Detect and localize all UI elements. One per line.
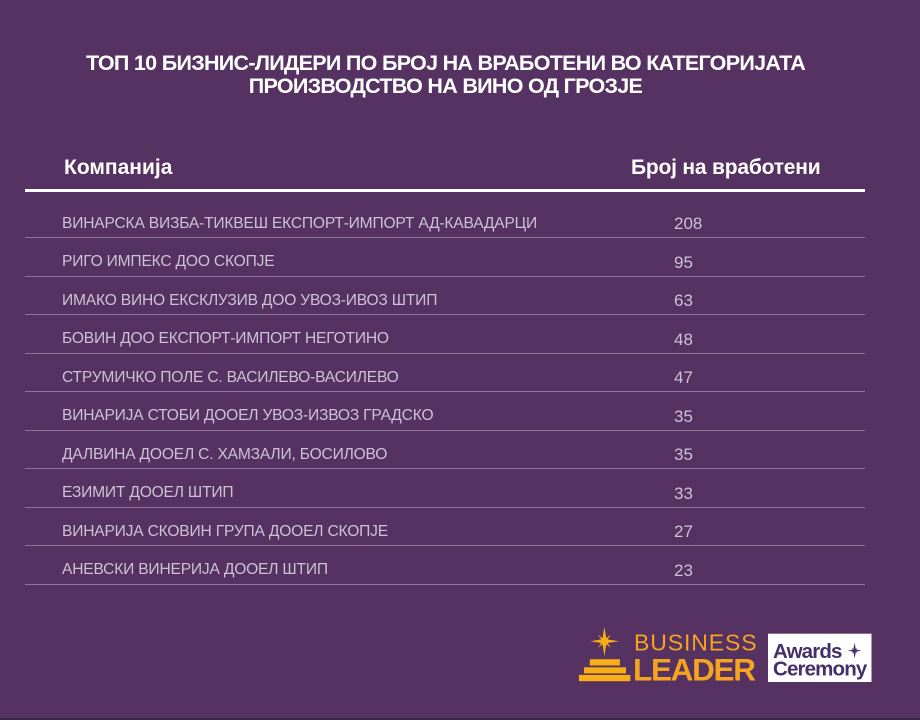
svg-text:BUSINESS: BUSINESS <box>634 630 758 656</box>
svg-text:LEADER: LEADER <box>633 652 756 688</box>
svg-text:Awards: Awards <box>773 640 842 663</box>
svg-text:Ceremony: Ceremony <box>773 658 868 681</box>
